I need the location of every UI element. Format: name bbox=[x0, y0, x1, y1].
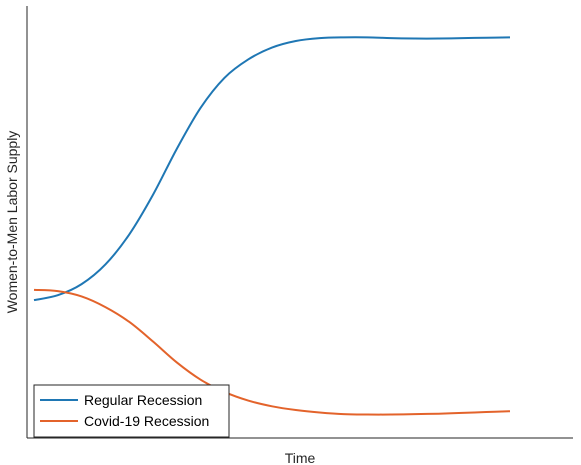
legend-box bbox=[33, 384, 230, 438]
legend-label: Regular Recession bbox=[84, 392, 202, 408]
legend-items: Regular Recession Covid-19 Recession bbox=[40, 392, 209, 429]
series-line-2 bbox=[33, 288, 511, 416]
legend-item: Regular Recession bbox=[40, 392, 202, 408]
y-axis-label: Women-to-Men Labor Supply bbox=[4, 131, 20, 314]
series-group bbox=[33, 36, 511, 416]
series-line-1 bbox=[33, 36, 511, 302]
axes bbox=[26, 6, 573, 439]
legend-label: Covid-19 Recession bbox=[84, 413, 209, 429]
x-axis-label: Time bbox=[285, 450, 316, 465]
legend-item: Covid-19 Recession bbox=[40, 413, 209, 429]
legend: Regular Recession Covid-19 Recession bbox=[33, 384, 230, 438]
